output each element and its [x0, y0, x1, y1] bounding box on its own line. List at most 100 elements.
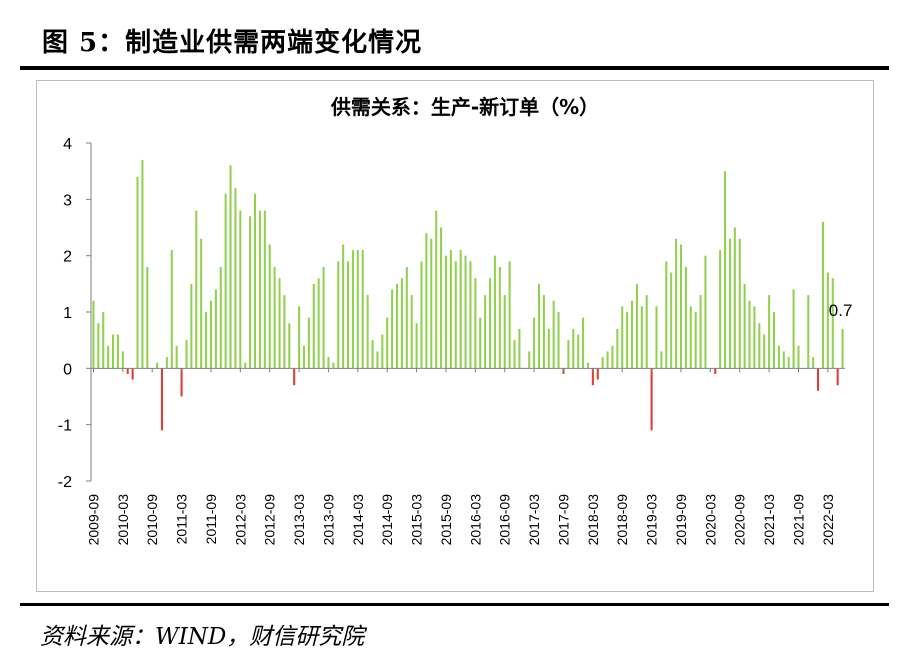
bar: [347, 261, 350, 369]
bar: [190, 283, 193, 369]
y-tick-label: 0: [63, 361, 72, 378]
bar: [714, 368, 717, 374]
bar: [474, 278, 477, 369]
bar: [298, 306, 301, 369]
x-tick-label: 2010-09: [144, 494, 160, 546]
bar: [278, 278, 281, 369]
bar: [763, 334, 766, 369]
x-tick-label: 2018-03: [585, 494, 601, 546]
bar: [464, 255, 467, 369]
bar: [689, 306, 692, 369]
x-tick-label: 2012-09: [262, 494, 278, 546]
bar: [826, 272, 829, 369]
x-tick-label: 2017-03: [526, 494, 542, 546]
bar: [582, 317, 585, 369]
x-tick-label: 2010-03: [115, 494, 131, 546]
bar: [283, 295, 286, 369]
bar: [136, 176, 139, 369]
bar: [410, 295, 413, 369]
bar: [371, 340, 374, 369]
top-rule: [20, 66, 889, 70]
bar: [513, 340, 516, 369]
bar: [209, 300, 212, 369]
bar: [200, 238, 203, 369]
bar: [244, 362, 247, 369]
bar: [704, 255, 707, 369]
bar: [596, 368, 599, 380]
bar: [160, 368, 164, 431]
bar: [332, 362, 335, 369]
bar: [547, 328, 550, 369]
bar: [400, 278, 403, 369]
bar: [533, 317, 536, 369]
bar: [312, 283, 315, 369]
bar: [518, 328, 521, 369]
bar: [645, 295, 648, 369]
chart-title: 供需关系：生产-新订单（%）: [330, 95, 599, 119]
bar: [493, 255, 496, 369]
bar: [650, 368, 653, 431]
bar: [660, 351, 663, 369]
last-value-label: 0.7: [829, 301, 853, 320]
x-tick-label: 2011-03: [174, 494, 190, 545]
bar: [719, 250, 722, 369]
bar: [489, 278, 492, 369]
x-tick-label: 2015-09: [438, 494, 454, 546]
source-note: 资料来源：WIND，财信研究院: [40, 624, 365, 650]
bar: [224, 193, 227, 369]
bar: [327, 357, 330, 369]
bar: [273, 266, 276, 369]
bar: [97, 323, 100, 369]
bar: [449, 250, 452, 369]
bar: [112, 334, 115, 369]
bar: [444, 255, 447, 369]
x-tick-label: 2012-03: [232, 494, 248, 546]
bar: [606, 351, 609, 369]
bar: [508, 261, 511, 369]
bar: [841, 328, 844, 369]
bar: [293, 368, 296, 386]
bar: [684, 266, 687, 369]
bar: [586, 362, 589, 369]
x-tick-label: 2009-09: [85, 494, 101, 546]
bottom-rule: [20, 603, 889, 606]
bar: [249, 216, 252, 369]
y-tick-label: -2: [58, 474, 72, 491]
x-tick-label: 2014-03: [350, 494, 366, 546]
bar: [724, 171, 727, 369]
bar: [195, 210, 198, 369]
bar: [356, 250, 359, 369]
bar: [156, 362, 159, 369]
figure-title: 图 5：制造业供需两端变化情况: [42, 28, 423, 58]
bar: [302, 345, 306, 369]
bar: [229, 165, 232, 369]
bar: [165, 357, 168, 369]
bar: [92, 300, 95, 369]
bar: [420, 261, 423, 369]
bar: [577, 334, 580, 369]
bar: [484, 295, 487, 369]
bar: [728, 238, 731, 369]
bar: [425, 233, 428, 369]
bar: [812, 357, 815, 369]
bar: [214, 289, 217, 369]
bar: [415, 323, 418, 369]
bar: [121, 351, 124, 369]
bar: [219, 266, 222, 369]
bar: [342, 244, 345, 369]
bar: [185, 340, 188, 369]
bar: [459, 250, 462, 369]
bar: [621, 306, 624, 369]
bar: [288, 323, 291, 369]
x-tick-label: 2020-03: [702, 494, 718, 546]
bar: [679, 244, 683, 369]
bar: [381, 334, 384, 369]
bar: [797, 345, 800, 369]
bar: [234, 188, 237, 369]
bar: [537, 283, 541, 369]
bar: [116, 334, 119, 369]
bar: [395, 283, 399, 369]
x-tick-label: 2011-09: [203, 494, 219, 545]
bar: [131, 368, 134, 380]
